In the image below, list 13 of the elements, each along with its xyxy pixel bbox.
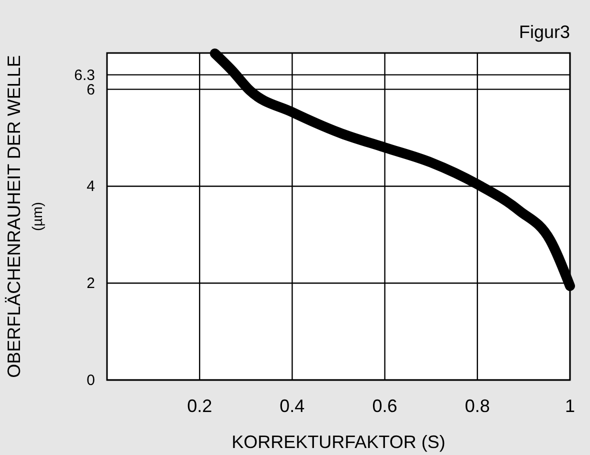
y-tick-label: 6 — [86, 81, 95, 98]
x-tick-label: 0.4 — [280, 396, 305, 416]
y-tick-label: 4 — [86, 178, 95, 196]
x-tick-label: 0.2 — [187, 396, 212, 416]
chart-title: Figur3 — [518, 22, 570, 42]
y-axis-title: OBERFLÄCHENRAUHEIT DER WELLE (µm) — [4, 55, 45, 378]
y-tick-label: 0 — [86, 372, 95, 389]
y-tick-label: 6.3 — [74, 66, 95, 84]
x-tick-label: 1 — [564, 396, 576, 416]
x-tick-label: 0.6 — [372, 396, 398, 416]
x-tick-label: 0.8 — [464, 396, 490, 416]
y-tick-label: 2 — [86, 275, 95, 292]
x-axis-title: KORREKTURFAKTOR (S) — [232, 432, 446, 452]
